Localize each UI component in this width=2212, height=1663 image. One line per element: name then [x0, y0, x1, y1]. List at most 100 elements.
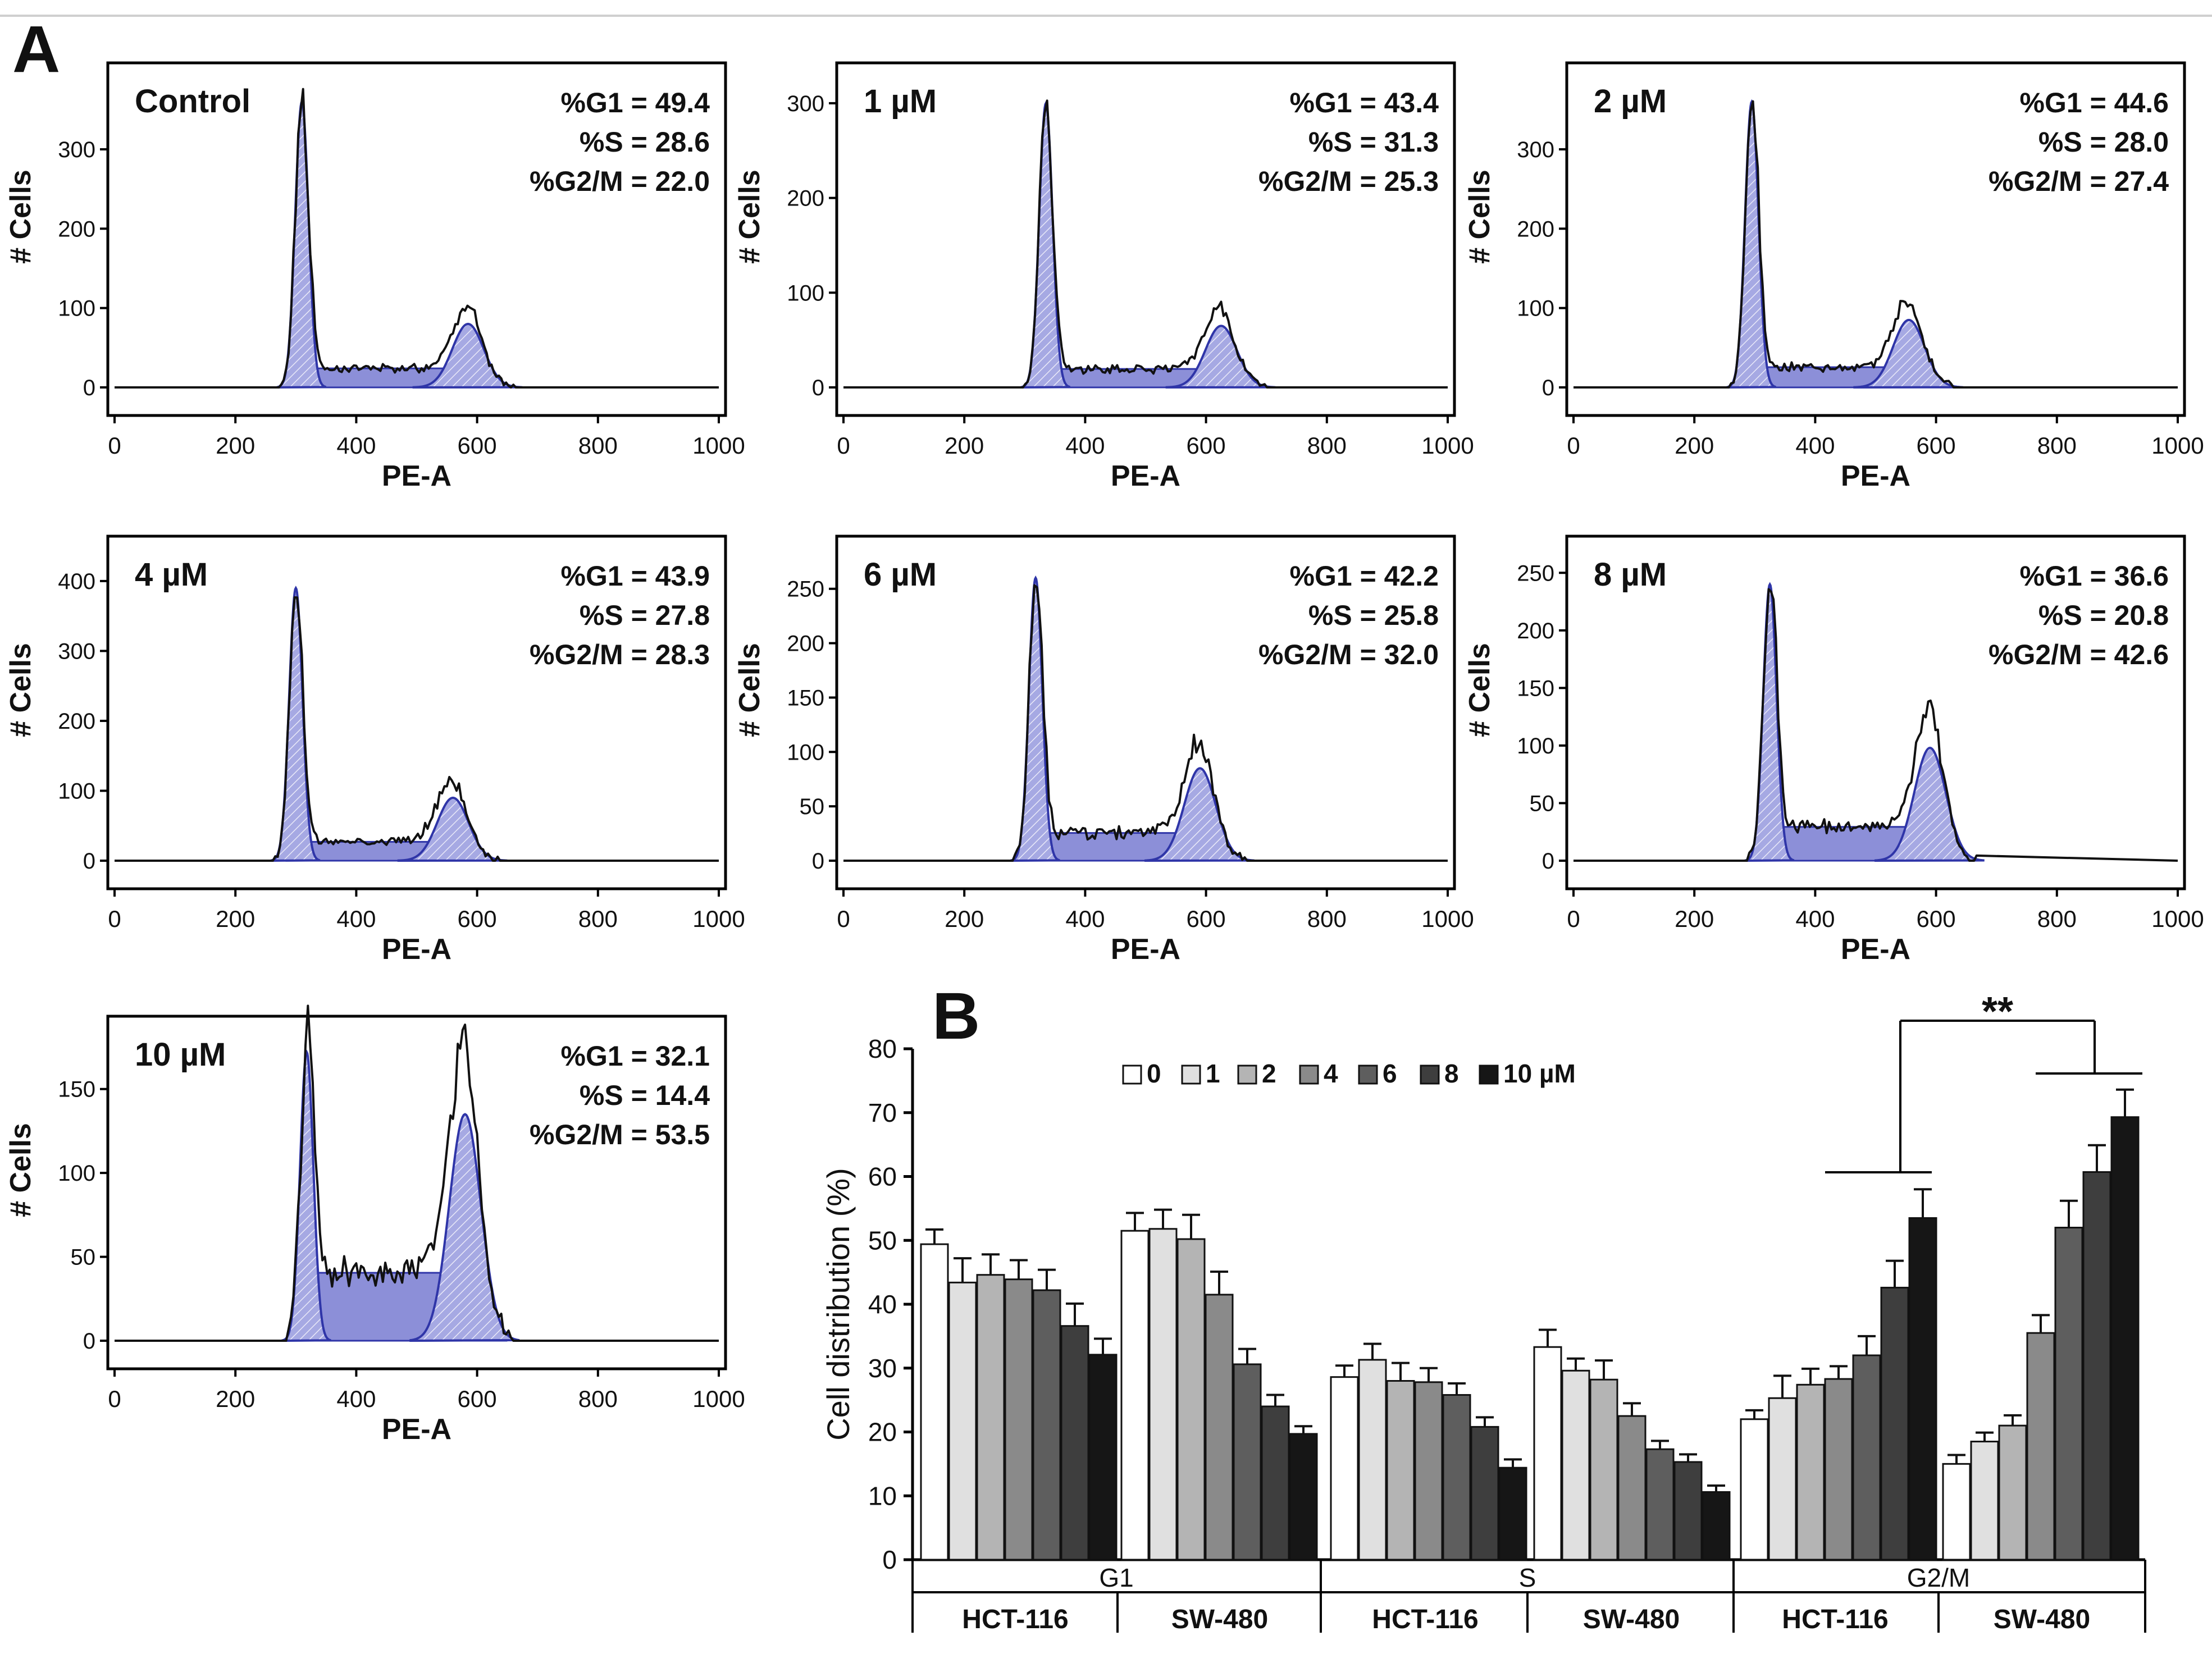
bar	[1589, 1378, 1618, 1561]
legend-label: 10 µM	[1503, 1059, 1576, 1088]
phase-annotation: %G1 = 49.4	[561, 87, 710, 118]
y-tick-label: 50	[1530, 791, 1555, 816]
y-axis-label: # Cells	[4, 643, 37, 737]
y-tick-label: 0	[83, 1329, 95, 1354]
x-tick-label: 1000	[2151, 906, 2204, 932]
raw-histogram-line	[1574, 588, 2178, 862]
bar	[1645, 1448, 1675, 1561]
phase-annotation: %S = 20.8	[2038, 600, 2169, 631]
x-tick-label: 200	[216, 906, 255, 932]
y-tick-label: 100	[58, 779, 95, 803]
bar	[1289, 1433, 1318, 1561]
histogram-frame	[835, 534, 1456, 890]
phase-annotation: %S = 14.4	[580, 1080, 710, 1111]
legend-label: 0	[1147, 1059, 1161, 1088]
y-tick-label: 100	[1517, 296, 1554, 321]
phase-annotation: %S = 25.8	[1308, 600, 1439, 631]
bar	[948, 1281, 977, 1561]
legend-label: 6	[1383, 1059, 1397, 1088]
bar	[2054, 1227, 2083, 1561]
y-tick-label: 150	[1517, 676, 1554, 701]
legend-label: 8	[1444, 1059, 1459, 1088]
y-tick-label: 250	[1517, 561, 1554, 586]
x-axis-label: PE-A	[1111, 460, 1180, 492]
bar	[1004, 1278, 1033, 1561]
y-tick-label: 150	[787, 686, 824, 710]
cell-line-label: HCT-116	[962, 1605, 1068, 1634]
bar	[976, 1274, 1005, 1561]
y-tick-label: 150	[58, 1077, 95, 1102]
x-tick-label: 800	[1307, 906, 1347, 932]
phase-annotation: %G1 = 36.6	[2020, 560, 2169, 592]
y-tick-label: 0	[812, 849, 824, 874]
x-tick-label: 0	[108, 432, 121, 459]
raw-histogram-line	[115, 596, 719, 862]
x-tick-label: 800	[1307, 432, 1347, 459]
y-tick-label: 50	[71, 1245, 96, 1270]
raw-histogram-line	[115, 88, 719, 389]
y-tick-label: 250	[787, 577, 824, 602]
legend-swatch	[1237, 1064, 1257, 1085]
y-tick-label: 200	[58, 217, 95, 241]
phase-annotation: %G1 = 32.1	[561, 1040, 710, 1072]
x-tick-label: 800	[578, 432, 618, 459]
y-tick-label: 0	[1542, 376, 1554, 400]
x-tick-label: 0	[108, 1386, 121, 1412]
significance-marker: **	[1982, 989, 2013, 1034]
x-tick-label: 400	[336, 432, 376, 459]
panel-a-label: A	[12, 12, 60, 86]
x-axis-label: PE-A	[1841, 460, 1910, 492]
phase-annotation: %S = 28.0	[2038, 126, 2169, 158]
y-tick-label: 300	[58, 138, 95, 162]
phase-annotation: %G2/M = 25.3	[1258, 166, 1439, 197]
y-axis-label: # Cells	[4, 170, 37, 264]
phase-annotation: %S = 31.3	[1308, 126, 1439, 158]
bar	[2110, 1116, 2140, 1561]
bar	[1148, 1228, 1178, 1561]
x-tick-label: 1000	[2151, 432, 2204, 459]
bar	[1740, 1418, 1769, 1561]
histogram-title: Control	[135, 83, 250, 120]
histogram-frame	[106, 1015, 727, 1370]
phase-annotation: %G1 = 42.2	[1290, 560, 1439, 592]
bar	[1120, 1230, 1150, 1561]
y-tick-label: 200	[1517, 619, 1554, 643]
phase-annotation: %G2/M = 27.4	[1988, 166, 2169, 197]
x-tick-label: 0	[108, 906, 121, 932]
x-tick-label: 800	[578, 906, 618, 932]
bar	[1176, 1238, 1206, 1561]
x-tick-label: 1000	[692, 432, 745, 459]
legend-swatch	[1299, 1064, 1319, 1085]
bar	[1852, 1354, 1881, 1561]
raw-histogram-line	[1574, 100, 2178, 389]
bar	[1970, 1441, 1999, 1561]
y-tick-label: 400	[58, 569, 95, 594]
legend-swatch	[1181, 1064, 1201, 1085]
cell-line-label: SW-480	[1171, 1605, 1268, 1634]
y-tick-label: 100	[1517, 734, 1554, 759]
phase-annotation: %G1 = 44.6	[2020, 87, 2169, 118]
x-tick-label: 600	[458, 432, 497, 459]
x-tick-label: 400	[336, 906, 376, 932]
x-tick-label: 200	[945, 906, 984, 932]
cell-line-label: HCT-116	[1372, 1605, 1478, 1634]
histogram-title: 10 µM	[135, 1036, 226, 1073]
histogram-frame	[106, 61, 727, 417]
bar	[1358, 1359, 1387, 1561]
x-tick-label: 200	[945, 432, 984, 459]
x-tick-label: 1000	[1421, 906, 1474, 932]
cell-line-label: SW-480	[1994, 1605, 2090, 1634]
y-tick-label: 50	[800, 794, 825, 819]
y-tick-label: 0	[812, 376, 824, 400]
bar	[1908, 1217, 1937, 1561]
bar	[2026, 1332, 2055, 1561]
x-tick-label: 800	[2037, 432, 2077, 459]
g2m-phase-area	[1853, 318, 1964, 389]
y-tick-label: 50	[868, 1226, 897, 1255]
y-tick-label: 100	[58, 296, 95, 321]
phase-annotation: %G1 = 43.4	[1290, 87, 1439, 118]
histogram-panel: 0 200 400 600 800 1000 0 100 200 300 PE-A # Cells Co…	[4, 61, 745, 492]
x-tick-label: 0	[837, 432, 850, 459]
